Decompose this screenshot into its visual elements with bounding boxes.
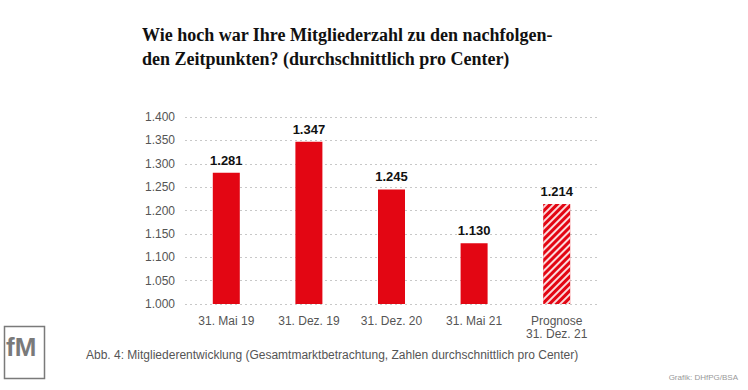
svg-text:31. Dez. 19: 31. Dez. 19 <box>278 314 340 328</box>
svg-text:1.245: 1.245 <box>375 169 408 184</box>
svg-text:1.400: 1.400 <box>145 110 175 124</box>
svg-text:1.250: 1.250 <box>145 180 175 194</box>
svg-text:1.050: 1.050 <box>145 274 175 288</box>
svg-text:1.200: 1.200 <box>145 204 175 218</box>
svg-text:Grafik: DHfPG/BSA: Grafik: DHfPG/BSA <box>669 373 739 382</box>
svg-text:1.350: 1.350 <box>145 133 175 147</box>
svg-text:fM: fM <box>6 332 36 362</box>
svg-text:1.000: 1.000 <box>145 297 175 311</box>
svg-text:Abb. 4: Mitgliederentwicklung: Abb. 4: Mitgliederentwicklung (Gesamtmar… <box>86 348 578 362</box>
svg-text:1.281: 1.281 <box>210 153 243 168</box>
svg-text:31. Dez. 21: 31. Dez. 21 <box>526 327 588 341</box>
svg-text:1.214: 1.214 <box>540 184 573 199</box>
svg-text:1.150: 1.150 <box>145 227 175 241</box>
svg-text:den Zeitpunkten? (durchschnitt: den Zeitpunkten? (durchschnittlich pro C… <box>142 49 509 70</box>
svg-text:1.347: 1.347 <box>293 122 326 137</box>
svg-text:Prognose: Prognose <box>531 314 583 328</box>
svg-text:1.130: 1.130 <box>458 223 491 238</box>
svg-text:31. Dez. 20: 31. Dez. 20 <box>361 314 423 328</box>
svg-text:1.100: 1.100 <box>145 250 175 264</box>
svg-text:1.300: 1.300 <box>145 157 175 171</box>
svg-text:31. Mai 21: 31. Mai 21 <box>446 314 502 328</box>
svg-text:Wie hoch war Ihre Mitgliederza: Wie hoch war Ihre Mitgliederzahl zu den … <box>142 25 552 45</box>
svg-text:31. Mai 19: 31. Mai 19 <box>198 314 254 328</box>
